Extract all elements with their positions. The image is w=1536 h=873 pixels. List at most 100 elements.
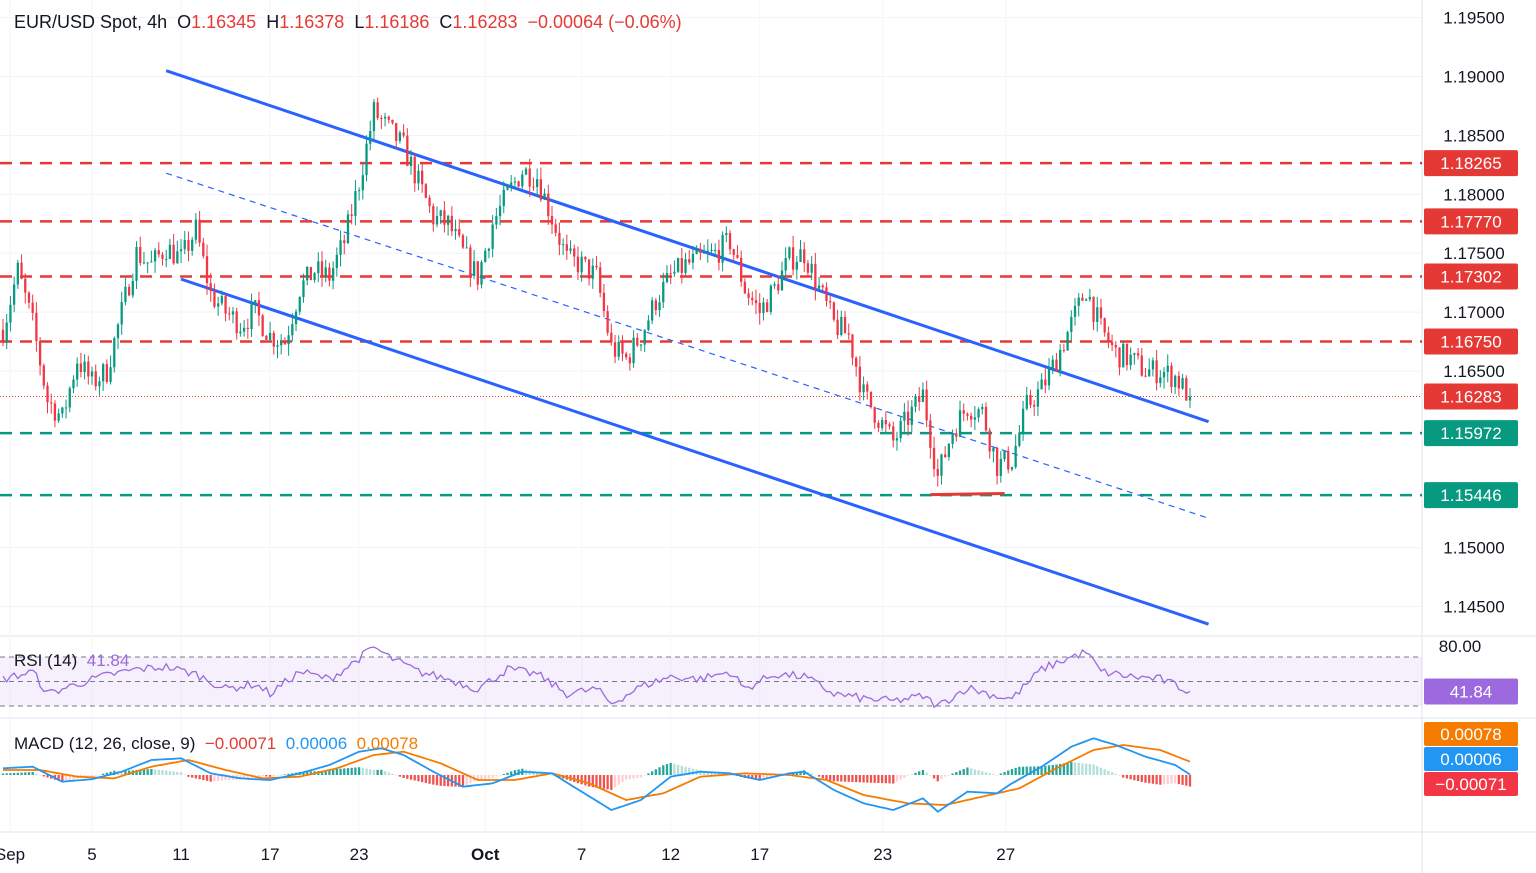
candle-body bbox=[109, 367, 112, 382]
macd-histogram-bar bbox=[1084, 763, 1088, 775]
macd-histogram-bar bbox=[257, 775, 261, 777]
candle-body bbox=[272, 332, 275, 347]
macd-histogram-bar bbox=[191, 775, 194, 778]
close-value: 1.16283 bbox=[452, 12, 518, 32]
macd-histogram-bar bbox=[443, 775, 446, 787]
macd-histogram-bar bbox=[632, 775, 635, 779]
macd-histogram-bar bbox=[90, 775, 94, 777]
candle-body bbox=[309, 266, 313, 281]
macd-axis-tag-2 bbox=[1424, 747, 1518, 771]
macd-histogram-bar bbox=[576, 775, 580, 784]
time-tick-label: 23 bbox=[350, 845, 369, 864]
candle-body bbox=[1129, 354, 1132, 366]
macd-histogram-bar bbox=[821, 775, 824, 779]
macd-histogram-bar bbox=[1040, 766, 1043, 775]
macd-histogram-bar bbox=[205, 775, 209, 781]
macd-histogram-bar bbox=[1021, 766, 1025, 775]
macd-histogram-bar bbox=[109, 771, 112, 775]
macd-histogram-bar bbox=[910, 774, 913, 775]
candle-body bbox=[391, 119, 394, 124]
candle-body bbox=[1151, 360, 1155, 370]
candle-body bbox=[561, 244, 565, 246]
macd-histogram-bar bbox=[877, 775, 880, 783]
candle-body bbox=[1114, 345, 1117, 348]
candle-body bbox=[139, 246, 142, 263]
macd-histogram-bar bbox=[350, 767, 353, 775]
macd-histogram-bar bbox=[183, 774, 186, 776]
macd-histogram-bar bbox=[1010, 769, 1014, 775]
candle-body bbox=[702, 252, 706, 254]
level-price-label: 1.18265 bbox=[1440, 154, 1501, 173]
macd-histogram-bar bbox=[814, 775, 817, 776]
candle-body bbox=[843, 316, 847, 334]
candle-body bbox=[1181, 378, 1184, 389]
price-tick-label: 1.14500 bbox=[1443, 598, 1504, 617]
candle-body bbox=[35, 312, 38, 342]
macd-histogram-bar bbox=[380, 769, 383, 775]
macd-histogram-bar bbox=[261, 775, 264, 777]
candle-body bbox=[1148, 369, 1151, 377]
candle-body bbox=[921, 389, 925, 402]
macd-histogram-bar bbox=[331, 769, 335, 775]
candle-body bbox=[851, 334, 854, 358]
macd-histogram-bar bbox=[550, 775, 554, 776]
macd-histogram-bar bbox=[454, 775, 457, 787]
candle-body bbox=[725, 233, 728, 235]
rsi-pane: 80.00 41.84 bbox=[0, 637, 1518, 709]
candle-body bbox=[439, 210, 442, 217]
candle-body bbox=[1122, 343, 1125, 368]
candle-body bbox=[202, 242, 205, 257]
candle-body bbox=[1162, 372, 1166, 378]
macd-histogram-bar bbox=[498, 775, 502, 776]
candle-body bbox=[461, 235, 465, 248]
candle-body bbox=[1081, 297, 1084, 301]
candle-body bbox=[480, 261, 483, 285]
macd-histogram-bar bbox=[465, 775, 468, 786]
candle-body bbox=[343, 240, 346, 244]
macd-histogram-bar bbox=[1025, 766, 1028, 775]
candle-body bbox=[476, 261, 479, 285]
macd-histogram-bar bbox=[840, 775, 843, 782]
level-price-label: 1.17302 bbox=[1440, 268, 1501, 287]
macd-histogram-bar bbox=[817, 775, 821, 777]
macd-histogram-bar bbox=[866, 775, 869, 783]
macd-histogram-bar bbox=[906, 775, 910, 776]
macd-histogram-bar bbox=[650, 771, 654, 775]
level-price-tag bbox=[1424, 263, 1518, 290]
macd-histogram-bar bbox=[402, 775, 405, 778]
candle-body bbox=[1066, 331, 1069, 351]
macd-histogram-bar bbox=[1181, 775, 1184, 785]
candle-body bbox=[662, 281, 665, 303]
macd-histogram-bar bbox=[487, 775, 491, 779]
macd-histogram-bar bbox=[1070, 762, 1073, 775]
macd-histogram-bar bbox=[829, 775, 832, 781]
candle-body bbox=[892, 426, 895, 441]
macd-histogram-bar bbox=[187, 775, 190, 777]
macd-histogram-bar bbox=[57, 775, 60, 781]
candle-body bbox=[361, 175, 364, 191]
candle-body bbox=[832, 302, 836, 320]
candle-body bbox=[955, 433, 958, 437]
candle-body bbox=[617, 341, 620, 357]
macd-histogram-bar bbox=[862, 775, 865, 783]
macd-histogram-bar bbox=[417, 775, 420, 782]
macd-histogram-bar bbox=[1047, 765, 1051, 775]
time-tick-label: 11 bbox=[172, 845, 190, 864]
macd-histogram-bar bbox=[476, 775, 479, 780]
macd-histogram-bar bbox=[799, 771, 802, 775]
candle-body bbox=[153, 250, 157, 262]
candle-body bbox=[970, 415, 973, 420]
candle-body bbox=[1170, 365, 1173, 388]
macd-histogram-bar bbox=[328, 770, 331, 775]
candle-body bbox=[469, 247, 472, 276]
macd-histogram-bar bbox=[1081, 763, 1084, 775]
macd-histogram-bar bbox=[595, 775, 598, 788]
candle-body bbox=[524, 168, 528, 175]
macd-histogram-bar bbox=[72, 775, 75, 780]
candle-body bbox=[228, 313, 231, 315]
candle-body bbox=[254, 300, 257, 305]
candle-body bbox=[198, 219, 201, 243]
timeframe: 4h bbox=[147, 12, 168, 32]
macd-histogram-bar bbox=[20, 772, 23, 775]
macd-histogram-bar bbox=[287, 773, 290, 775]
